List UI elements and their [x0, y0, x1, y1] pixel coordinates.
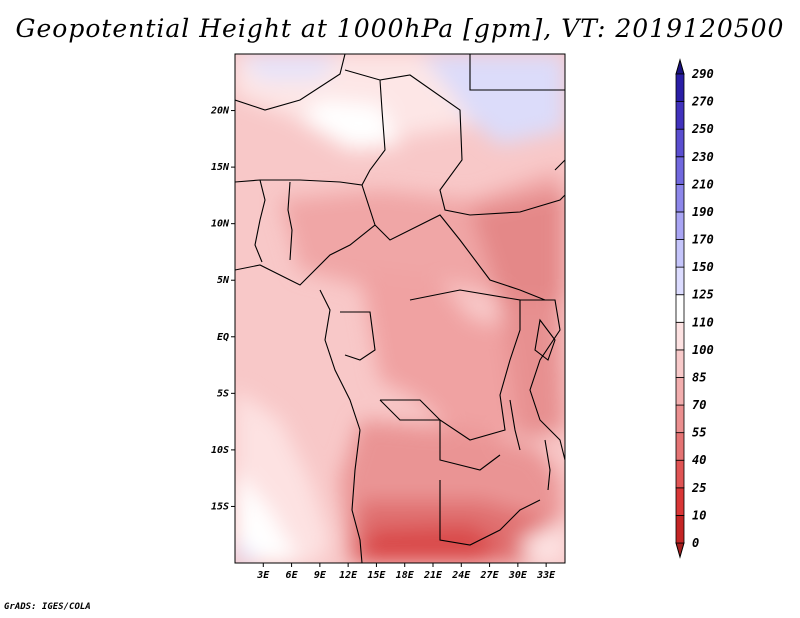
coast-red-sea — [554, 159, 565, 171]
lat-tick-label: 15S — [211, 501, 229, 512]
lon-tick-label: 12E — [339, 570, 358, 581]
lake-malawi — [544, 439, 551, 491]
colorbar-box — [675, 266, 685, 296]
colorbar-box — [675, 183, 685, 213]
border-west-2 — [287, 181, 293, 261]
field-congo-band — [360, 270, 540, 450]
colorbar-box — [675, 101, 685, 130]
lon-axis: 3E 6E 9E 12E 15E 18E 21E 24E 27E 30E 33E — [256, 563, 556, 581]
colorbar-end-low — [675, 542, 685, 559]
coast-west-africa — [235, 184, 376, 286]
border-angola-drc — [379, 399, 501, 471]
lon-tick-label: 3E — [256, 570, 270, 581]
colorbar-box — [675, 432, 685, 461]
colorbar-label: 10 — [692, 508, 706, 522]
border-zambia — [439, 480, 541, 546]
height-field — [235, 54, 565, 563]
border-sahel — [235, 69, 386, 186]
border-chad-sudan — [379, 74, 565, 216]
colorbar-label: 85 — [692, 370, 706, 384]
lon-tick-label: 15E — [367, 570, 386, 581]
colorbar: 0 10 25 40 55 70 85 100 110 125 150 170 190 210 230 250… — [675, 58, 714, 559]
colorbar-label: 290 — [691, 67, 714, 81]
colorbar-box — [675, 294, 685, 323]
colorbar-box — [675, 128, 685, 158]
lat-axis: 20N 15N 10N 5N EQ 5S 10S 15S — [210, 106, 235, 512]
field-sw-blue — [235, 540, 260, 563]
colorbar-box — [675, 73, 685, 102]
border-nw — [235, 54, 346, 111]
colorbar-label: 70 — [692, 398, 706, 412]
colorbar-label: 250 — [691, 122, 714, 136]
map-frame — [234, 53, 566, 564]
lat-tick-label: EQ — [217, 332, 229, 343]
colorbar-box — [675, 349, 685, 378]
border-car — [374, 214, 546, 301]
colorbar-box — [675, 404, 685, 434]
border-east — [520, 299, 565, 461]
lon-tick-label: 30E — [508, 570, 528, 581]
lake-victoria — [534, 318, 556, 361]
lat-tick-label: 5N — [217, 275, 230, 286]
colorbar-label: 55 — [692, 426, 706, 440]
colorbar-box — [675, 239, 685, 268]
lake-tanganyika — [509, 399, 521, 451]
colorbar-box — [675, 487, 685, 516]
colorbar-label: 40 — [692, 453, 706, 467]
colorbar-label: 170 — [692, 233, 714, 247]
field-rift-band — [500, 300, 565, 440]
lon-tick-label: 24E — [451, 570, 471, 581]
field-east-dark — [470, 190, 565, 300]
border-cameroon-gabon — [340, 311, 376, 361]
lat-tick-label: 10N — [211, 219, 230, 230]
lat-tick-label: 15N — [211, 162, 230, 173]
colorbar-label: 230 — [691, 150, 714, 164]
grads-credit: GrADS: IGES/COLA — [4, 602, 91, 612]
lat-tick-label: 20N — [210, 106, 230, 117]
colorbar-label: 270 — [691, 95, 714, 109]
colorbar-box — [675, 156, 685, 185]
colorbar-end-high — [675, 58, 685, 75]
colorbar-box — [675, 515, 685, 544]
colorbar-label: 150 — [692, 260, 714, 274]
colorbar-label: 110 — [692, 315, 714, 329]
border-west-1 — [254, 179, 266, 263]
lon-tick-label: 9E — [314, 570, 327, 581]
lon-tick-label: 6E — [286, 570, 299, 581]
lon-tick-label: 33E — [536, 570, 556, 581]
colorbar-label: 100 — [692, 343, 714, 357]
lon-tick-label: 18E — [396, 570, 415, 581]
lon-tick-label: 21E — [423, 570, 443, 581]
field-blue-northeast — [420, 54, 565, 145]
colorbar-label: 190 — [692, 205, 714, 219]
field-south-darkest — [360, 525, 500, 563]
colorbar-box — [675, 321, 685, 351]
coast-angola — [351, 429, 363, 563]
colorbar-label: 25 — [691, 481, 706, 495]
lat-tick-label: 5S — [217, 388, 229, 399]
colorbar-label: 125 — [692, 288, 714, 302]
colorbar-label: 0 — [692, 536, 699, 550]
border-libya-egypt — [469, 54, 565, 91]
coast-gabon-congo — [319, 289, 361, 431]
field-blue-northwest — [240, 54, 340, 80]
border-drc — [380, 289, 521, 441]
colorbar-box — [675, 459, 685, 489]
field-white-sahara — [300, 100, 400, 150]
lat-tick-label: 10S — [211, 445, 229, 456]
field-se-light — [520, 520, 565, 563]
colorbar-box — [675, 211, 685, 240]
lon-tick-label: 27E — [480, 570, 500, 581]
colorbar-label: 210 — [691, 177, 714, 191]
field-sw-white — [235, 470, 300, 563]
coastlines-borders — [235, 54, 565, 563]
chart-title: Geopotential Height at 1000hPa [gpm], VT… — [15, 14, 785, 43]
colorbar-box — [675, 377, 685, 406]
